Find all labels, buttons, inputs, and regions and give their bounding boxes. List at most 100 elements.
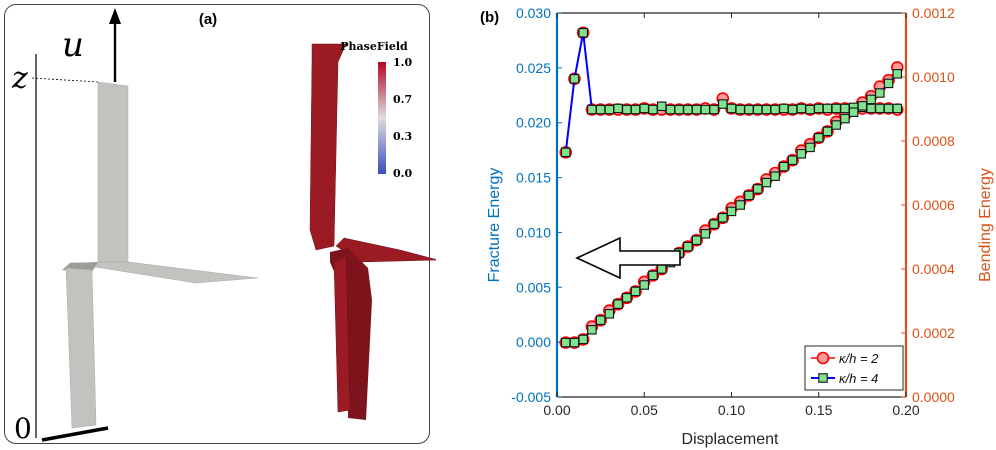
- y-tick-label-left: 0.030: [516, 5, 551, 21]
- legend-label-kappa-2: κ/h = 2: [839, 351, 879, 366]
- data-point-kappa-4: [726, 206, 737, 217]
- y-tick-label-right: 0.0004: [912, 261, 955, 277]
- z-dashed-guide: [31, 77, 99, 83]
- panel-b-label: (b): [480, 9, 499, 26]
- colorbar-tick: 0.3: [393, 130, 412, 143]
- data-point-kappa-4: [805, 104, 815, 115]
- data-point-kappa-4: [892, 103, 903, 114]
- data-point-kappa-4: [578, 27, 588, 38]
- x-tick-label: 0.05: [631, 402, 658, 418]
- data-point-kappa-4: [787, 155, 798, 165]
- y-axis-label-left: Fracture Energy: [486, 168, 503, 283]
- panel-a-illustration: (a) u z 0 PhaseField 1.0 0.7 0.3 0.0: [11, 8, 436, 445]
- data-point-kappa-4: [761, 177, 772, 188]
- x-tick-label: 0.15: [805, 402, 832, 418]
- y-tick-label-right: 0.0010: [912, 69, 955, 85]
- data-point-kappa-4: [595, 315, 606, 325]
- data-point-kappa-4: [700, 229, 711, 239]
- data-point-kappa-4: [560, 337, 571, 348]
- data-point-kappa-4: [892, 69, 903, 79]
- data-point-kappa-4: [656, 264, 667, 274]
- y-tick-label-right: 0.0000: [912, 389, 955, 405]
- x-tick-label: 0.10: [718, 402, 745, 418]
- undamaged-strip: [62, 81, 259, 429]
- data-point-kappa-4: [569, 74, 580, 84]
- data-point-kappa-4: [726, 103, 737, 114]
- y-tick-label-right: 0.0002: [912, 325, 955, 341]
- data-point-kappa-4: [613, 299, 623, 309]
- data-point-kappa-4: [796, 103, 807, 114]
- y-axis-label-right: Bending Energy: [977, 168, 994, 282]
- legend-marker-kappa-4: [818, 373, 828, 383]
- data-point-kappa-4: [770, 104, 780, 115]
- legend-label-kappa-4: κ/h = 4: [839, 371, 878, 386]
- y-tick-label-right: 0.0008: [912, 133, 955, 149]
- data-point-kappa-4: [744, 104, 754, 115]
- data-point-kappa-4: [866, 94, 876, 105]
- colorbar-title: PhaseField: [340, 40, 408, 53]
- x-tick-label: 0.20: [892, 402, 919, 418]
- colorbar-tick: 0.7: [393, 93, 412, 106]
- base-line: [41, 426, 109, 442]
- data-point-kappa-4: [779, 161, 789, 172]
- data-point-kappa-4: [665, 104, 676, 115]
- data-point-kappa-4: [770, 171, 780, 181]
- data-point-kappa-4: [718, 213, 728, 223]
- y-tick-label-left: 0.010: [516, 224, 551, 240]
- series-line-kappa-2: [564, 32, 898, 153]
- colorbar-tick: 1.0: [393, 56, 412, 69]
- data-point-kappa-4: [604, 309, 615, 319]
- y-tick-label-left: 0.005: [516, 279, 551, 295]
- data-point-kappa-4: [883, 78, 894, 89]
- data-point-kappa-4: [595, 104, 606, 115]
- data-point-kappa-4: [831, 120, 841, 130]
- data-point-kappa-4: [761, 104, 772, 115]
- panel-a-label: (a): [199, 11, 217, 28]
- displacement-arrow-head: [109, 8, 121, 24]
- y-tick-label-left: -0.005: [511, 389, 551, 405]
- data-point-kappa-4: [840, 113, 850, 124]
- y-tick-label-left: 0.015: [516, 170, 551, 186]
- data-point-kappa-4: [822, 126, 833, 137]
- data-point-kappa-4: [639, 103, 649, 114]
- legend-marker-kappa-2: [816, 351, 830, 365]
- data-point-kappa-4: [683, 104, 693, 115]
- data-point-kappa-4: [683, 241, 693, 252]
- x-axis-label: Displacement: [682, 431, 779, 448]
- data-point-kappa-4: [752, 184, 763, 194]
- data-point-kappa-4: [578, 334, 588, 345]
- data-point-kappa-4: [883, 103, 894, 114]
- data-point-kappa-4: [709, 104, 719, 115]
- data-point-kappa-4: [604, 104, 615, 115]
- data-point-kappa-4: [718, 99, 728, 109]
- data-point-kappa-4: [691, 104, 702, 115]
- colorbar-tick: 0.0: [393, 167, 412, 180]
- data-point-kappa-4: [857, 101, 868, 111]
- data-point-kappa-4: [569, 337, 580, 348]
- zero-symbol: 0: [14, 412, 32, 445]
- x-tick-label: 0.00: [543, 402, 570, 418]
- data-point-kappa-4: [630, 104, 641, 115]
- data-point-kappa-4: [639, 280, 649, 290]
- data-point-kappa-4: [805, 142, 815, 153]
- data-point-kappa-4: [813, 133, 824, 143]
- data-point-kappa-4: [813, 103, 824, 114]
- data-point-kappa-4: [622, 104, 632, 115]
- data-point-kappa-4: [587, 325, 597, 335]
- y-tick-label-left: 0.025: [516, 60, 551, 76]
- z-symbol: z: [11, 61, 28, 96]
- data-point-kappa-4: [848, 107, 859, 117]
- data-point-kappa-4: [831, 103, 841, 114]
- data-point-kappa-4: [875, 88, 885, 98]
- panel-a-frame: [4, 4, 430, 444]
- series-line-kappa-4: [564, 32, 898, 153]
- data-point-kappa-4: [674, 104, 684, 115]
- data-point-kappa-4: [796, 149, 807, 159]
- data-point-kappa-4: [560, 147, 571, 158]
- energy-chart: (b) Displacement Fracture Energy Bending…: [480, 5, 994, 448]
- data-point-kappa-4: [630, 286, 641, 297]
- data-point-kappa-4: [709, 219, 719, 229]
- data-point-kappa-4: [656, 101, 667, 112]
- data-point-kappa-4: [866, 103, 876, 114]
- y-tick-label-left: 0.020: [516, 115, 551, 131]
